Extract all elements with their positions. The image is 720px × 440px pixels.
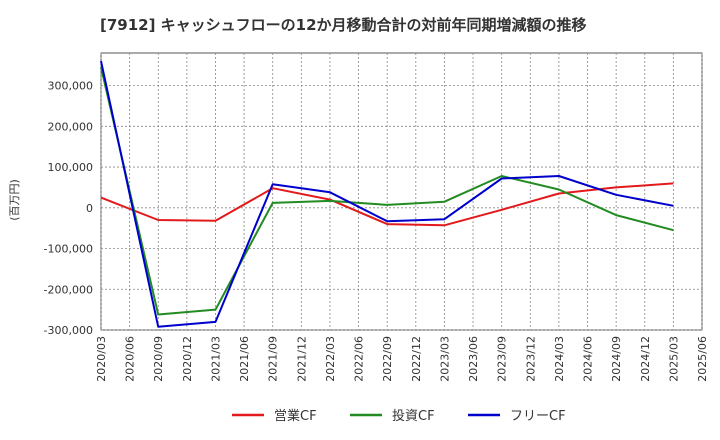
y-tick-label: -200,000 <box>44 283 93 296</box>
x-tick-label: 2022/03 <box>324 336 337 382</box>
x-tick-label: 2021/12 <box>295 336 308 382</box>
y-tick-label: 200,000 <box>48 120 94 133</box>
x-tick-label: 2025/06 <box>696 336 709 382</box>
x-tick-label: 2023/06 <box>467 336 480 382</box>
series-line-投資CF <box>100 67 674 316</box>
y-axis-label: (百万円) <box>8 179 21 221</box>
legend-label: 投資CF <box>392 408 435 424</box>
legend-label: フリーCF <box>510 409 566 424</box>
x-tick-label: 2021/06 <box>238 336 251 382</box>
x-tick-label: 2024/12 <box>639 336 652 382</box>
y-tick-label: 300,000 <box>48 80 94 93</box>
series-line-フリーCF <box>100 60 674 328</box>
legend-label: 営業CF <box>274 408 317 424</box>
x-tick-label: 2021/03 <box>209 336 222 382</box>
y-tick-label: 100,000 <box>48 161 94 174</box>
x-tick-label: 2020/12 <box>181 336 194 382</box>
x-tick-label: 2021/09 <box>267 336 280 382</box>
x-tick-label: 2024/09 <box>610 336 623 382</box>
y-tick-label: -300,000 <box>44 324 93 337</box>
x-tick-label: 2022/06 <box>353 336 366 382</box>
legend: 営業CF 投資CF フリーCF <box>232 408 566 424</box>
x-tick-label: 2023/12 <box>524 336 537 382</box>
y-axis-ticks: -300,000 -200,000 -100,000 0 100,000 200,000 3… <box>44 80 93 337</box>
x-tick-label: 2022/12 <box>410 336 423 382</box>
x-tick-label: 2022/09 <box>381 336 394 382</box>
x-tick-label: 2020/06 <box>124 336 137 382</box>
x-tick-label: 2024/03 <box>553 336 566 382</box>
x-tick-label: 2025/03 <box>667 336 680 382</box>
x-tick-label: 2023/03 <box>438 336 451 382</box>
series-line-営業CF <box>100 182 674 227</box>
y-tick-label: 0 <box>86 202 93 215</box>
x-axis-ticks: 2020/03 2020/06 2020/09 2020/12 2021/03 2021/… <box>95 336 709 382</box>
chart-title: [7912] キャッシュフローの12か月移動合計の対前年同期増減額の推移 <box>100 16 587 34</box>
plot-area <box>100 52 703 331</box>
y-tick-label: -100,000 <box>44 243 93 256</box>
x-tick-label: 2020/03 <box>95 336 108 382</box>
series-lines <box>100 60 674 328</box>
x-tick-label: 2024/06 <box>582 336 595 382</box>
x-tick-label: 2023/09 <box>496 336 509 382</box>
x-tick-label: 2020/09 <box>152 336 165 382</box>
grid-lines <box>100 53 703 331</box>
